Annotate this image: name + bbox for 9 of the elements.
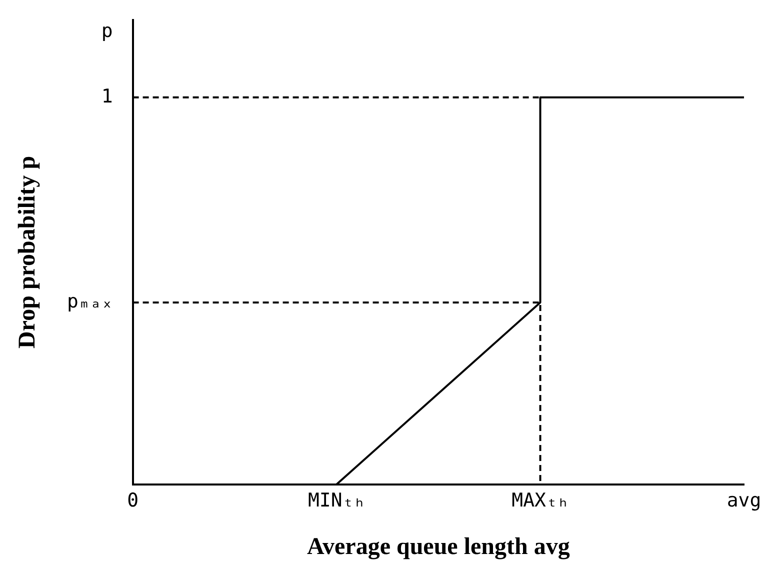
x-tick-label: avg xyxy=(726,490,762,512)
x-axis-title: Average queue length avg xyxy=(306,534,570,560)
annotation: pₘₐₓ xyxy=(67,290,113,312)
x-tick-label: 0 xyxy=(127,490,139,512)
x-tick-label: MAXₜₕ xyxy=(512,490,569,512)
annotation: 1 xyxy=(101,85,113,108)
x-tick-label: MINₜₕ xyxy=(308,490,366,512)
y-axis-title: Drop probability p xyxy=(14,156,41,348)
text: p xyxy=(101,20,113,42)
